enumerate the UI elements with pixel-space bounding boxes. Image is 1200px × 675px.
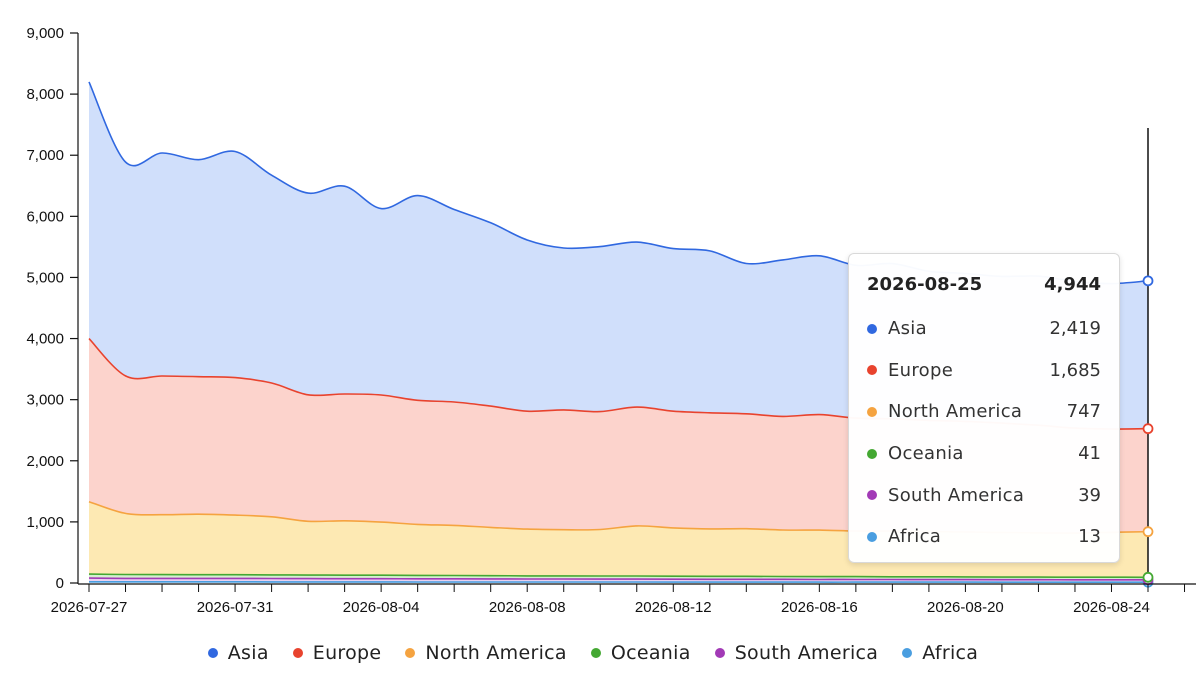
- x-tick-label: 2026-08-04: [343, 599, 420, 616]
- hover-points: [1142, 275, 1154, 588]
- tooltip-series-name: Oceania: [888, 443, 964, 465]
- x-tick-label: 2026-08-08: [489, 599, 566, 616]
- legend-item-asia[interactable]: Asia: [207, 642, 269, 664]
- tooltip-total: 4,944: [1044, 274, 1101, 295]
- tooltip-dot-icon: [867, 490, 877, 501]
- hover-point-oceania: [1142, 571, 1154, 583]
- tooltip-series-value: 1,685: [1049, 359, 1101, 381]
- legend-dot-icon: [207, 648, 218, 658]
- tooltip-row: South America 39: [867, 474, 1101, 516]
- tooltip-row: Africa 13: [867, 516, 1101, 558]
- tooltip-series-value: 41: [1078, 443, 1101, 465]
- x-tick-label: 2026-08-24: [1073, 599, 1150, 616]
- y-tick-label: 2,000: [26, 453, 64, 470]
- y-tick-label: 4,000: [26, 331, 64, 348]
- y-tick-label: 3,000: [26, 392, 64, 409]
- tooltip-dot-icon: [867, 365, 877, 376]
- tooltip-series-value: 2,419: [1049, 318, 1101, 340]
- legend-label: South America: [734, 642, 879, 664]
- legend-dot-icon: [714, 648, 725, 658]
- hover-point-north-america: [1142, 526, 1154, 538]
- chart-legend: Asia Europe North America Oceania South …: [0, 638, 1186, 668]
- legend-label: Africa: [922, 642, 979, 664]
- tooltip-row: Asia 2,419: [867, 308, 1101, 350]
- tooltip-row: Europe 1,685: [867, 350, 1101, 392]
- tooltip-series-name: North America: [888, 401, 1023, 423]
- axes: 9,000 8,000 7,000 6,000 5,000 4,000 3,000 2,000…: [26, 25, 1196, 616]
- x-tick-label: 2026-08-16: [781, 599, 858, 616]
- legend-dot-icon: [902, 648, 913, 658]
- legend-label: Oceania: [610, 642, 691, 664]
- legend-item-north-america[interactable]: North America: [405, 642, 567, 664]
- tooltip-series-value: 747: [1066, 401, 1101, 423]
- legend-item-south-america[interactable]: South America: [714, 642, 879, 664]
- line-south-america: [88, 577, 1149, 581]
- tooltip-series-name: Africa: [888, 526, 942, 548]
- y-tick-label: 1,000: [26, 514, 64, 531]
- tooltip-row: Oceania 41: [867, 433, 1101, 475]
- tooltip-series-value: 39: [1078, 484, 1101, 506]
- legend-dot-icon: [405, 648, 416, 658]
- tooltip-series-name: South America: [888, 484, 1025, 506]
- tooltip-series-name: Asia: [888, 318, 927, 340]
- tooltip-date: 2026-08-25: [867, 274, 983, 295]
- y-tick-label: 5,000: [26, 269, 64, 286]
- tooltip-dot-icon: [867, 406, 877, 417]
- legend-label: Asia: [227, 642, 269, 664]
- hover-point-europe: [1142, 423, 1154, 435]
- legend-item-europe[interactable]: Europe: [292, 642, 382, 664]
- hover-point-asia: [1142, 275, 1154, 287]
- x-tick-label: 2026-07-27: [51, 599, 128, 616]
- legend-dot-icon: [292, 648, 303, 658]
- x-tick-label: 2026-08-12: [635, 599, 712, 616]
- tooltip-dot-icon: [867, 448, 877, 459]
- x-tick-label: 2026-08-20: [927, 599, 1004, 616]
- y-tick-label: 9,000: [26, 25, 64, 42]
- tooltip-series-name: Europe: [888, 359, 954, 381]
- legend-label: North America: [425, 642, 567, 664]
- legend-item-oceania[interactable]: Oceania: [590, 642, 691, 664]
- hover-tooltip: 2026-08-25 4,944 Asia 2,419 Europe 1,685…: [848, 253, 1120, 563]
- legend-dot-icon: [590, 648, 601, 658]
- tooltip-series-value: 13: [1078, 526, 1101, 548]
- y-tick-label: 8,000: [26, 86, 64, 103]
- y-tick-label: 6,000: [26, 208, 64, 225]
- x-tick-label: 2026-07-31: [197, 599, 274, 616]
- y-tick-label: 7,000: [26, 147, 64, 164]
- tooltip-dot-icon: [867, 323, 877, 334]
- line-oceania: [88, 573, 1149, 579]
- y-tick-label: 0: [56, 575, 64, 592]
- legend-label: Europe: [312, 642, 382, 664]
- tooltip-row: North America 747: [867, 391, 1101, 433]
- legend-item-africa[interactable]: Africa: [902, 642, 978, 664]
- tooltip-header: 2026-08-25 4,944: [867, 272, 1101, 298]
- tooltip-dot-icon: [867, 531, 877, 542]
